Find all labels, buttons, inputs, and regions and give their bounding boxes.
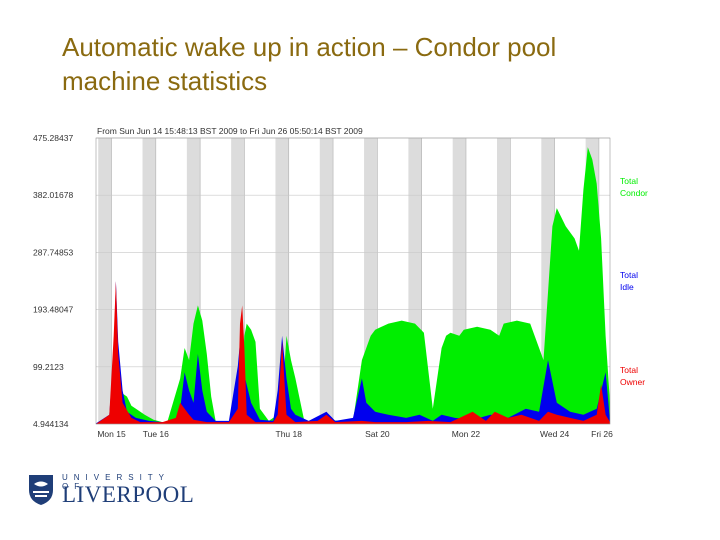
series-areas — [95, 137, 611, 425]
crest-icon — [29, 475, 53, 505]
legend: Total Condor Total Idle Total Owner — [620, 176, 648, 387]
logo-text-top: UNIVERSITY OF — [62, 473, 170, 491]
x-tick-label: Mon 22 — [452, 429, 481, 439]
day-band — [142, 138, 156, 424]
x-tick-label: Wed 24 — [540, 429, 569, 439]
legend-entry: Condor — [620, 188, 648, 198]
chart-title: From Sun Jun 14 15:48:13 BST 2009 to Fri… — [97, 126, 363, 136]
y-tick-label: 99.2123 — [33, 362, 64, 372]
slide-title-line2: machine statistics — [62, 66, 268, 96]
y-tick-label: 287.74853 — [33, 247, 73, 257]
x-tick-label: Fri 26 — [591, 429, 613, 439]
x-tick-label: Mon 15 — [97, 429, 126, 439]
x-tick-label: Sat 20 — [365, 429, 390, 439]
legend-entry: Total — [620, 365, 638, 375]
x-tick-label: Thu 18 — [276, 429, 303, 439]
x-tick-label: Tue 16 — [143, 429, 169, 439]
slide-title-line1: Automatic wake up in action – Condor poo… — [62, 32, 557, 62]
y-tick-label: 4.944134 — [33, 419, 69, 429]
legend-entry: Total — [620, 270, 638, 280]
y-axis-tick-labels: 475.28437 382.01678 287.74853 193.48047 99.2… — [33, 133, 73, 429]
x-axis-tick-labels: Mon 15 Tue 16 Thu 18 Sat 20 Mon 22 Wed 24 Fri … — [97, 429, 613, 439]
plot-border — [95, 137, 611, 425]
y-tick-label: 382.01678 — [33, 190, 73, 200]
day-band — [98, 138, 112, 424]
logo-text-main: LIVERPOOL — [62, 482, 195, 507]
y-tick-label: 193.48047 — [33, 305, 73, 315]
legend-entry: Total — [620, 176, 638, 186]
series-area-total-condor — [96, 147, 610, 425]
legend-entry: Owner — [620, 377, 645, 387]
series-area-total-idle — [96, 281, 610, 424]
day-band — [319, 138, 334, 424]
legend-entry: Idle — [620, 282, 634, 292]
university-logo: UNIVERSITY OF LIVERPOOL — [28, 472, 194, 510]
slide-title: Automatic wake up in action – Condor poo… — [62, 30, 682, 98]
pool-statistics-chart: 475.28437 382.01678 287.74853 193.48047 99.2… — [33, 126, 648, 439]
y-tick-label: 475.28437 — [33, 133, 73, 143]
